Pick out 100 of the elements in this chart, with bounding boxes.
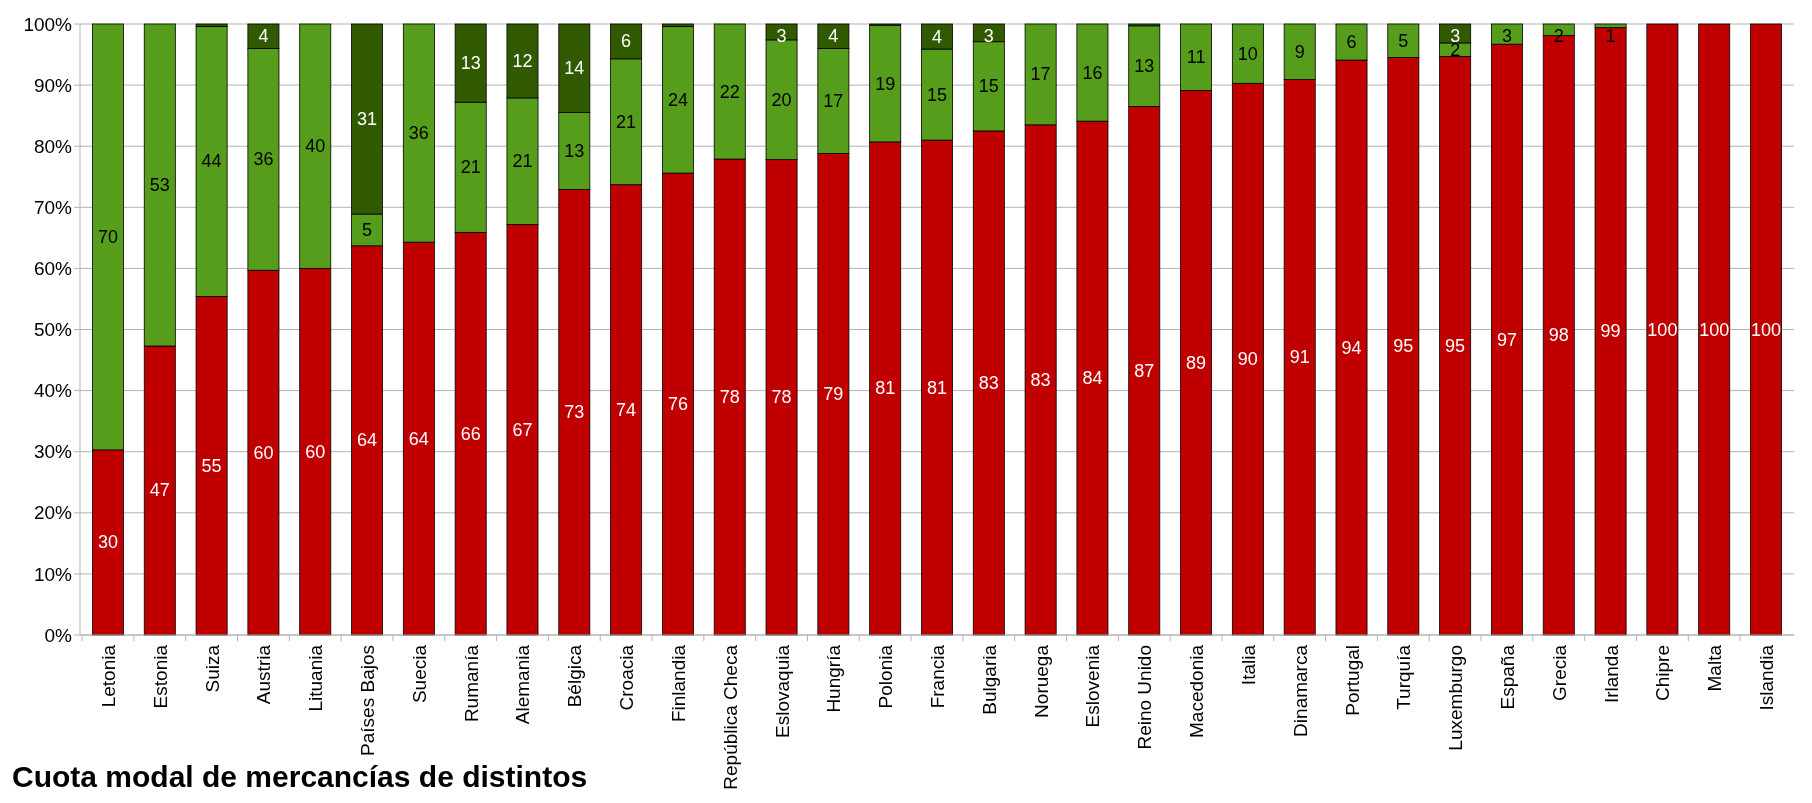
data-label: 14 [564, 58, 585, 79]
bar [1698, 23, 1731, 636]
data-label: 76 [667, 394, 688, 415]
bar [1594, 27, 1627, 636]
x-tick-label: Estonia [149, 644, 171, 709]
y-tick-label: 50% [33, 319, 73, 341]
data-label: 84 [1082, 368, 1103, 389]
x-tick-label: Bélgica [564, 644, 586, 708]
y-tick-label: 90% [33, 74, 73, 96]
data-label: 66 [460, 423, 481, 444]
data-label: 79 [823, 384, 844, 405]
x-tick-label: Malta [1704, 644, 1726, 692]
x-tick-label: España [1496, 644, 1518, 710]
data-label: 73 [564, 402, 585, 423]
data-label: 83 [978, 372, 999, 393]
data-label: 64 [357, 430, 378, 451]
data-label: 44 [201, 151, 222, 172]
data-label: 1 [1605, 26, 1616, 46]
x-tick-label: Francia [927, 644, 948, 709]
data-label: 3 [983, 26, 994, 46]
y-tick-label: 100% [23, 13, 73, 35]
x-tick-label: Alemania [512, 644, 534, 725]
data-label: 5 [1398, 30, 1409, 51]
data-label: 4 [258, 26, 269, 47]
data-label: 12 [512, 50, 533, 71]
data-label: 13 [460, 53, 481, 74]
data-label: 17 [823, 90, 844, 111]
x-tick-label: Islandia [1756, 644, 1778, 711]
x-tick-label: Bulgaria [978, 644, 1000, 715]
data-label: 70 [97, 226, 118, 247]
data-label: 16 [1082, 62, 1103, 83]
x-tick-label: Dinamarca [1289, 644, 1311, 737]
x-tick-label: Portugal [1341, 645, 1363, 716]
y-tick-label: 20% [33, 502, 73, 524]
data-label: 4 [931, 26, 943, 47]
data-label: 24 [667, 89, 688, 110]
data-label: 91 [1289, 347, 1310, 368]
data-label: 67 [512, 419, 533, 440]
data-label: 78 [719, 387, 740, 408]
y-tick-label: 70% [33, 196, 73, 218]
x-tick-label: Hungría [823, 644, 845, 713]
x-tick-label: Croacia [616, 644, 638, 711]
data-label: 47 [149, 480, 170, 501]
data-label: 6 [1346, 32, 1357, 53]
data-label: 53 [149, 175, 170, 195]
y-tick-label: 0% [44, 624, 73, 646]
x-tick-label: Rumanía [460, 644, 482, 723]
x-tick-label: Reino Unido [1134, 645, 1156, 750]
data-label: 81 [875, 378, 896, 399]
x-tick-label: Turquía [1393, 644, 1415, 710]
x-tick-label: Finlandia [667, 644, 689, 723]
data-label: 11 [1186, 47, 1206, 68]
data-label: 22 [719, 81, 740, 102]
x-tick-label: Macedonia [1186, 644, 1208, 738]
data-label: 95 [1393, 336, 1414, 357]
data-label: 36 [408, 123, 429, 144]
data-label: 17 [1030, 64, 1051, 85]
data-label: 94 [1341, 337, 1362, 358]
data-label: 5 [362, 219, 373, 240]
data-label: 30 [97, 532, 118, 553]
x-tick-label: República Checa [719, 644, 741, 790]
data-label: 21 [512, 151, 533, 172]
x-tick-label: Noruega [1030, 644, 1052, 718]
data-label: 15 [978, 76, 999, 97]
data-label: 100 [1647, 319, 1678, 340]
x-tick-label: Eslovenia [1082, 644, 1104, 728]
data-label: 40 [305, 136, 326, 157]
data-label: 74 [616, 399, 637, 420]
y-tick-label: 30% [33, 441, 73, 463]
x-tick-label: Suiza [201, 644, 223, 693]
data-label: 81 [926, 377, 948, 398]
data-label: 100 [1699, 319, 1730, 340]
data-label: 13 [1134, 56, 1155, 77]
data-label: 10 [1237, 43, 1258, 64]
data-label: 3 [1501, 26, 1512, 46]
x-tick-label: Países Bajos [357, 645, 379, 756]
x-tick-label: Letonia [97, 644, 119, 708]
data-label: 15 [926, 84, 948, 105]
x-tick-label: Grecia [1548, 644, 1570, 701]
data-label: 36 [253, 149, 274, 170]
data-label: 78 [771, 387, 792, 408]
bar [1646, 23, 1679, 636]
data-label: 31 [357, 109, 378, 130]
y-tick-label: 10% [33, 563, 73, 585]
x-tick-label: Irlanda [1600, 644, 1622, 704]
bar [1750, 23, 1782, 636]
x-tick-label: Eslovaquia [771, 644, 793, 738]
y-tick-label: 40% [33, 380, 73, 402]
data-label: 89 [1186, 352, 1207, 373]
data-label: 100 [1751, 319, 1782, 340]
y-tick-label: 80% [33, 135, 73, 157]
data-label: 95 [1445, 335, 1466, 356]
data-label: 3 [776, 26, 787, 46]
data-label: 13 [564, 141, 585, 162]
data-label: 90 [1237, 349, 1258, 370]
x-tick-label: Lituania [305, 644, 327, 712]
x-tick-label: Polonia [875, 644, 897, 709]
data-label: 87 [1134, 360, 1155, 381]
data-label: 98 [1548, 325, 1569, 346]
y-tick-label: 60% [33, 258, 73, 280]
